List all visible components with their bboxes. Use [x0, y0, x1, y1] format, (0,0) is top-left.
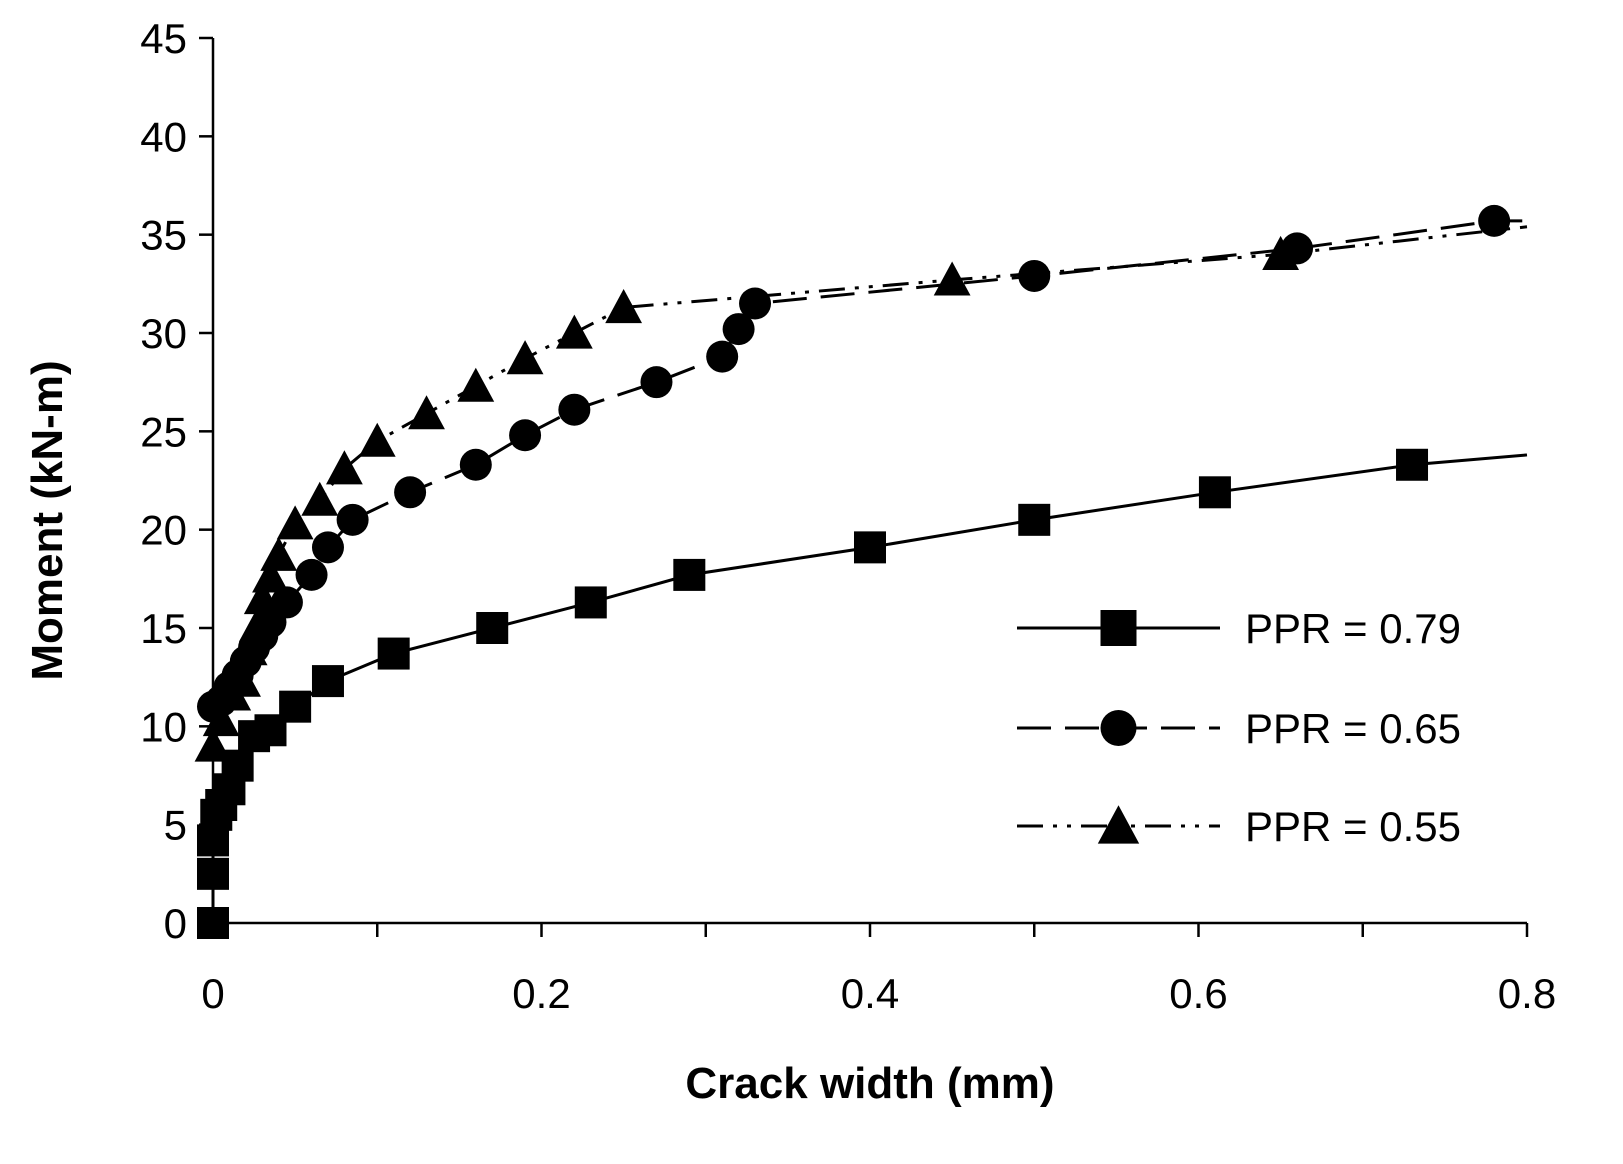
y-tick-label: 35	[140, 212, 187, 259]
square-marker	[1396, 448, 1429, 481]
axis-ticks: 0 5 10 15 20 25 30 35 40 45 0 0.2 0.4 0.6 0.8	[140, 15, 1556, 1017]
legend: PPR = 0.79 PPR = 0.65 PPR = 0.55	[1017, 605, 1461, 850]
circle-marker	[270, 586, 303, 619]
circle-marker	[640, 366, 673, 399]
triangle-marker	[230, 631, 268, 666]
square-marker	[377, 637, 410, 670]
square-marker	[1100, 610, 1137, 646]
circle-marker	[739, 287, 772, 320]
square-marker	[574, 586, 607, 619]
square-marker	[1018, 503, 1051, 536]
square-marker	[673, 558, 706, 591]
y-tick-label: 40	[140, 113, 187, 160]
square-marker	[476, 612, 509, 644]
triangle-marker	[276, 505, 314, 540]
triangle-marker	[358, 422, 396, 457]
y-tick-label: 30	[140, 310, 187, 357]
triangle-marker	[301, 481, 339, 516]
triangle-marker	[260, 536, 298, 571]
circle-marker	[394, 476, 427, 509]
circle-marker	[295, 558, 328, 591]
y-tick-label: 0	[164, 900, 187, 947]
square-marker	[1198, 476, 1231, 509]
y-tick-label: 20	[140, 507, 187, 554]
circle-marker	[558, 393, 591, 426]
y-tick-label: 25	[140, 408, 187, 455]
square-marker	[279, 690, 312, 723]
circle-marker	[336, 503, 369, 536]
legend-label: PPR = 0.65	[1245, 705, 1461, 752]
x-tick-label: 0	[201, 970, 224, 1017]
triangle-marker	[457, 367, 495, 402]
series-line	[211, 453, 1528, 923]
triangle-marker	[555, 314, 593, 349]
x-axis-title: Crack width (mm)	[685, 1059, 1054, 1108]
triangle-marker	[1262, 235, 1300, 270]
legend-label: PPR = 0.79	[1245, 605, 1461, 652]
circle-marker	[509, 419, 542, 452]
triangle-marker	[1097, 805, 1140, 844]
square-marker	[854, 531, 886, 564]
square-marker	[311, 665, 344, 698]
triangle-marker	[506, 340, 544, 375]
circle-marker	[1018, 259, 1051, 292]
x-tick-label: 0.2	[512, 970, 570, 1017]
y-axis-title: Moment (kN-m)	[23, 360, 72, 680]
circle-marker	[459, 448, 492, 481]
triangle-marker	[243, 580, 281, 615]
x-tick-label: 0.4	[841, 970, 899, 1017]
legend-label: PPR = 0.55	[1245, 803, 1461, 850]
circle-marker	[311, 531, 344, 564]
x-tick-label: 0.6	[1169, 970, 1227, 1017]
circle-marker	[706, 340, 739, 373]
triangle-marker	[238, 607, 276, 642]
y-tick-label: 45	[140, 15, 187, 62]
triangle-marker	[252, 558, 289, 593]
circle-marker	[1478, 204, 1511, 237]
triangle-marker	[224, 662, 261, 697]
y-tick-label: 15	[140, 605, 187, 652]
y-tick-label: 5	[164, 802, 187, 849]
x-tick-label: 0.8	[1498, 970, 1556, 1017]
circle-marker	[1100, 710, 1137, 746]
triangle-marker	[933, 261, 971, 296]
triangle-marker	[605, 289, 643, 324]
circle-marker	[722, 313, 755, 346]
triangle-marker	[326, 450, 363, 485]
triangle-marker	[408, 395, 445, 430]
y-tick-label: 10	[140, 703, 187, 750]
